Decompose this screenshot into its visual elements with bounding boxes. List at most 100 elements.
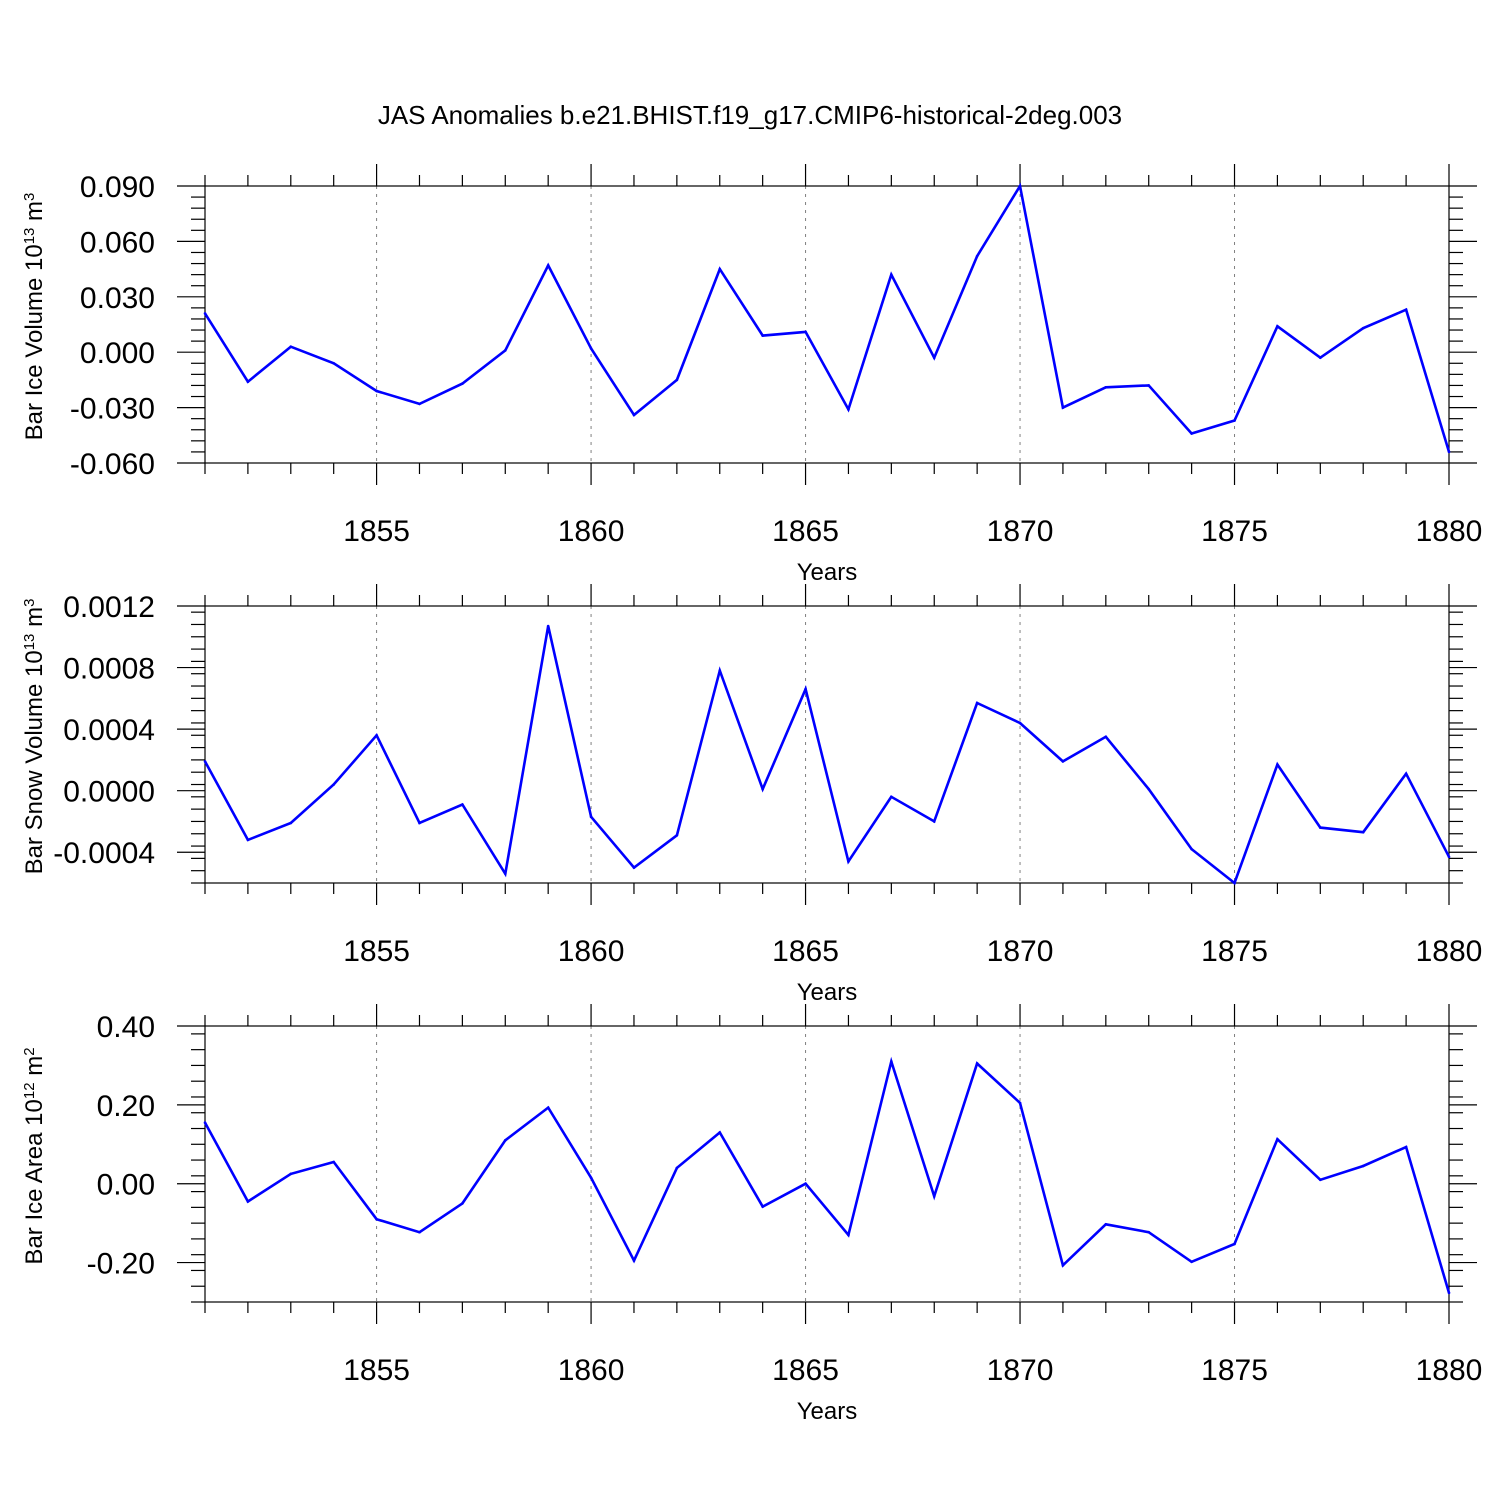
data-point-1871 bbox=[1061, 1264, 1065, 1267]
data-point-1877 bbox=[1319, 356, 1322, 360]
y-axis-label-text: Bar Ice Volume 10 bbox=[21, 244, 48, 440]
x-tick-label: 1855 bbox=[343, 935, 410, 968]
series-line bbox=[203, 1056, 1451, 1294]
panel-3: 0.40 0.20 0.00 -0.20 1855 1860 1865 1870 1875 188… bbox=[21, 1004, 1483, 1425]
panel-2: 0.0012 0.0008 0.0004 0.0000 -0.0004 1855 1860 1… bbox=[21, 584, 1483, 1006]
data-point-1872 bbox=[1104, 385, 1108, 389]
data-point-1875 bbox=[1233, 419, 1236, 422]
x-axis-label: Years bbox=[797, 559, 858, 586]
x-tick-label: 1860 bbox=[558, 935, 625, 968]
data-point-1875 bbox=[1233, 881, 1236, 885]
data-point-1877 bbox=[1319, 1178, 1322, 1182]
data-point-1867 bbox=[890, 795, 893, 799]
x-tick-label: 1880 bbox=[1416, 515, 1483, 548]
data-point-1868 bbox=[932, 1195, 936, 1198]
data-point-1859 bbox=[546, 624, 550, 628]
data-point-1863 bbox=[718, 669, 722, 672]
data-point-1864 bbox=[761, 334, 764, 337]
x-tick-label: 1875 bbox=[1201, 515, 1268, 548]
data-point-1880 bbox=[1447, 855, 1451, 859]
x-axis-label: Years bbox=[797, 979, 858, 1006]
data-point-1854 bbox=[332, 361, 335, 365]
data-point-1860 bbox=[589, 347, 593, 350]
data-point-1868 bbox=[932, 356, 936, 360]
x-tick-label: 1855 bbox=[343, 515, 410, 548]
y-tick-label: 0.030 bbox=[80, 282, 155, 315]
y-axis-label-exponent: 13 bbox=[21, 228, 38, 245]
data-point-1878 bbox=[1361, 830, 1365, 834]
data-point-1861 bbox=[632, 413, 636, 417]
x-tick-label: 1860 bbox=[558, 1354, 625, 1387]
data-point-1870 bbox=[1018, 1101, 1022, 1105]
panel-1: 0.090 0.060 0.030 0.000 -0.030 -0.060 1855 1860… bbox=[21, 164, 1483, 586]
data-point-1880 bbox=[1447, 450, 1451, 454]
data-point-1876 bbox=[1276, 763, 1279, 766]
data-point-1865 bbox=[804, 330, 807, 334]
x-tick-label: 1880 bbox=[1416, 935, 1483, 968]
data-point-1858 bbox=[503, 872, 507, 876]
data-point-1878 bbox=[1361, 326, 1365, 330]
data-point-1853 bbox=[289, 821, 293, 825]
y-tick-label: -0.030 bbox=[70, 393, 155, 426]
y-tick-label: -0.060 bbox=[70, 448, 155, 481]
y-axis-label-exponent: 3 bbox=[21, 599, 38, 607]
data-point-1874 bbox=[1190, 847, 1193, 851]
data-point-1866 bbox=[847, 408, 850, 411]
data-point-1851 bbox=[203, 1121, 207, 1124]
y-axis-label-exponent: 3 bbox=[21, 193, 38, 201]
data-point-1865 bbox=[804, 1182, 807, 1186]
x-tick-label: 1865 bbox=[772, 935, 839, 968]
data-point-1856 bbox=[418, 1230, 421, 1234]
y-axis-label-text: m bbox=[21, 607, 48, 634]
plot-frame bbox=[204, 1025, 1450, 1303]
data-point-1855 bbox=[375, 389, 378, 393]
series-line bbox=[203, 625, 1451, 886]
data-point-1865 bbox=[804, 687, 807, 691]
data-point-1876 bbox=[1276, 325, 1279, 328]
data-point-1854 bbox=[332, 1160, 335, 1164]
data-point-1857 bbox=[461, 803, 464, 806]
data-point-1866 bbox=[847, 860, 850, 863]
data-point-1878 bbox=[1361, 1164, 1365, 1168]
data-point-1869 bbox=[975, 1062, 979, 1065]
data-point-1872 bbox=[1104, 1223, 1108, 1226]
y-axis-label-text: Bar Snow Volume 10 bbox=[21, 650, 48, 874]
data-point-1873 bbox=[1147, 1230, 1151, 1234]
data-point-1869 bbox=[975, 254, 979, 258]
y-tick-label: 0.0000 bbox=[63, 776, 155, 809]
x-tick-label: 1870 bbox=[987, 515, 1054, 548]
x-tick-label: 1865 bbox=[772, 515, 839, 548]
x-tick-label: 1880 bbox=[1416, 1354, 1483, 1387]
y-axis-label-exponent: 13 bbox=[21, 634, 38, 651]
data-point-1853 bbox=[289, 345, 293, 348]
data-point-1880 bbox=[1447, 1291, 1451, 1295]
data-point-1852 bbox=[246, 838, 250, 842]
data-point-1879 bbox=[1404, 1145, 1408, 1149]
data-point-1864 bbox=[761, 1205, 764, 1208]
data-point-1855 bbox=[375, 1217, 378, 1221]
data-point-1879 bbox=[1404, 308, 1408, 312]
y-tick-label: 0.090 bbox=[80, 171, 155, 204]
data-point-1862 bbox=[675, 378, 679, 382]
data-point-1870 bbox=[1018, 721, 1022, 725]
data-point-1864 bbox=[761, 787, 764, 791]
data-point-1874 bbox=[1190, 432, 1193, 435]
plot-frame bbox=[204, 605, 1450, 884]
y-tick-label: -0.20 bbox=[87, 1248, 155, 1281]
data-point-1860 bbox=[589, 815, 593, 819]
data-point-1855 bbox=[375, 733, 378, 737]
data-point-1863 bbox=[718, 1131, 722, 1134]
data-point-1858 bbox=[503, 349, 507, 352]
data-point-1866 bbox=[847, 1233, 850, 1237]
x-tick-label: 1870 bbox=[987, 935, 1054, 968]
x-tick-label: 1855 bbox=[343, 1354, 410, 1387]
data-point-1871 bbox=[1061, 406, 1065, 409]
data-point-1856 bbox=[418, 402, 421, 406]
data-point-1867 bbox=[890, 273, 893, 276]
y-tick-label: 0.0008 bbox=[63, 653, 155, 686]
data-point-1879 bbox=[1404, 772, 1408, 776]
data-point-1862 bbox=[675, 833, 679, 837]
data-point-1852 bbox=[246, 380, 250, 384]
data-point-1871 bbox=[1061, 760, 1065, 763]
